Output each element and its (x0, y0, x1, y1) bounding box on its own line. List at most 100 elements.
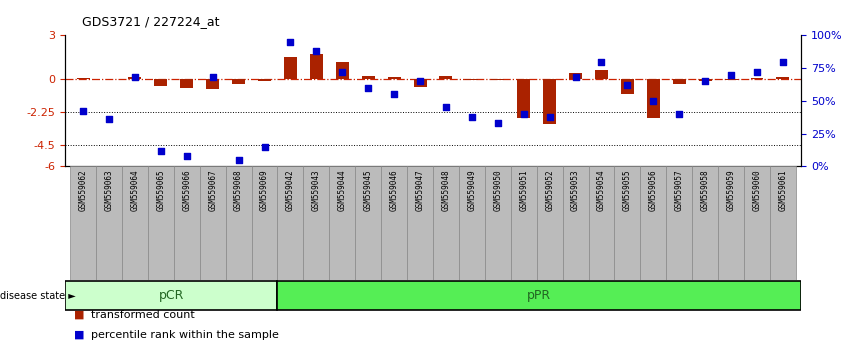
Text: ■: ■ (74, 310, 84, 320)
Bar (154, 79, 167, 86)
Point (517, 111, 531, 117)
Bar (148, 166, 174, 280)
Text: GSM559061: GSM559061 (779, 170, 787, 211)
Point (646, 98, 660, 104)
Bar (640, 166, 666, 280)
Point (387, 92, 401, 97)
Point (154, 148, 168, 154)
Bar (569, 73, 582, 79)
Bar (439, 76, 452, 79)
Text: GSM559055: GSM559055 (623, 170, 632, 211)
Text: GSM559051: GSM559051 (520, 170, 528, 211)
Bar (725, 79, 738, 80)
Bar (70, 166, 96, 280)
Text: GSM559045: GSM559045 (364, 170, 372, 211)
Text: GSM559064: GSM559064 (131, 170, 139, 211)
Text: GSM559049: GSM559049 (468, 170, 476, 211)
Bar (381, 166, 407, 280)
Bar (459, 166, 485, 280)
Point (361, 85, 375, 91)
Text: GSM559069: GSM559069 (260, 170, 269, 211)
Bar (174, 166, 200, 280)
Bar (692, 166, 718, 280)
Bar (310, 54, 323, 79)
Text: disease state ►: disease state ► (0, 291, 75, 301)
Bar (621, 79, 634, 93)
Bar (96, 166, 122, 280)
Text: GSM559058: GSM559058 (701, 170, 709, 211)
Point (335, 69, 349, 75)
Text: GSM559063: GSM559063 (105, 170, 113, 211)
Point (595, 59, 609, 64)
Bar (777, 77, 790, 79)
Text: GSM559056: GSM559056 (649, 170, 658, 211)
Bar (329, 166, 355, 280)
Bar (666, 166, 692, 280)
Bar (465, 79, 478, 80)
Text: GSM559057: GSM559057 (675, 170, 684, 211)
Point (543, 114, 557, 119)
Bar (647, 79, 660, 118)
Point (413, 79, 427, 84)
Text: GSM559053: GSM559053 (571, 170, 580, 211)
Point (724, 72, 738, 78)
Text: GSM559062: GSM559062 (79, 170, 87, 211)
Point (776, 59, 790, 64)
Text: GSM559046: GSM559046 (390, 170, 398, 211)
Text: GSM559052: GSM559052 (545, 170, 554, 211)
Bar (277, 166, 303, 280)
Bar (673, 79, 686, 84)
Bar (770, 166, 796, 280)
Bar (76, 78, 89, 79)
Point (232, 157, 246, 163)
Bar (226, 166, 251, 280)
Bar (744, 166, 770, 280)
Bar (65, 281, 277, 310)
Point (698, 79, 712, 84)
Point (750, 69, 764, 75)
Point (76, 109, 90, 114)
Text: GSM559043: GSM559043 (312, 170, 321, 211)
Bar (362, 76, 375, 79)
Text: GSM559068: GSM559068 (234, 170, 243, 211)
Point (257, 144, 271, 149)
Text: GSM559042: GSM559042 (286, 170, 295, 211)
Bar (491, 79, 504, 80)
Point (672, 111, 686, 117)
Point (620, 82, 634, 88)
Bar (388, 77, 401, 79)
Text: GSM559067: GSM559067 (208, 170, 217, 211)
Text: GSM559050: GSM559050 (494, 170, 502, 211)
Bar (517, 79, 530, 118)
Point (128, 74, 142, 80)
Bar (543, 79, 556, 124)
Bar (284, 57, 297, 79)
Text: ■: ■ (74, 330, 84, 339)
Bar (433, 166, 459, 280)
Bar (615, 166, 640, 280)
Bar (355, 166, 381, 280)
Bar (128, 77, 141, 79)
Bar (485, 166, 511, 280)
Bar (718, 166, 744, 280)
Text: GSM559048: GSM559048 (442, 170, 450, 211)
Bar (751, 78, 764, 79)
Text: pPR: pPR (527, 289, 552, 302)
Text: GSM559066: GSM559066 (182, 170, 191, 211)
Text: GSM559059: GSM559059 (727, 170, 735, 211)
Point (206, 74, 220, 80)
Bar (206, 79, 219, 89)
Point (491, 120, 505, 126)
Bar (336, 62, 349, 79)
Bar (251, 166, 277, 280)
Text: GSM559065: GSM559065 (157, 170, 165, 211)
Bar (595, 70, 608, 79)
Bar (563, 166, 589, 280)
Bar (258, 79, 271, 80)
Bar (180, 79, 193, 88)
Bar (200, 166, 226, 280)
Point (283, 39, 297, 45)
Point (439, 104, 453, 110)
Text: transformed count: transformed count (91, 310, 195, 320)
Point (180, 153, 194, 159)
